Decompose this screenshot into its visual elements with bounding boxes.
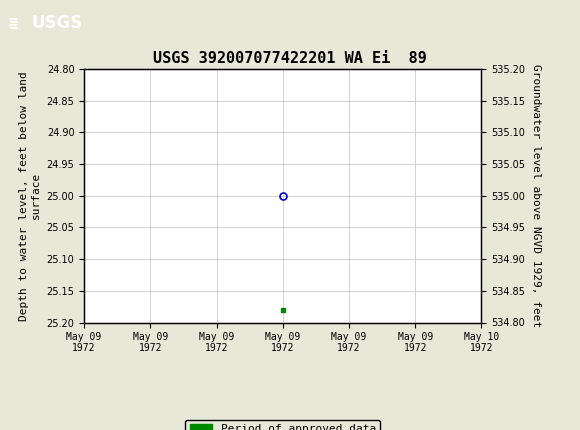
Text: USGS: USGS: [32, 14, 83, 31]
Text: USGS 392007077422201 WA Ei  89: USGS 392007077422201 WA Ei 89: [153, 51, 427, 65]
Text: ≣: ≣: [9, 15, 18, 30]
Legend: Period of approved data: Period of approved data: [185, 420, 380, 430]
Y-axis label: Groundwater level above NGVD 1929, feet: Groundwater level above NGVD 1929, feet: [531, 64, 541, 327]
Y-axis label: Depth to water level, feet below land
surface: Depth to water level, feet below land su…: [19, 71, 41, 320]
